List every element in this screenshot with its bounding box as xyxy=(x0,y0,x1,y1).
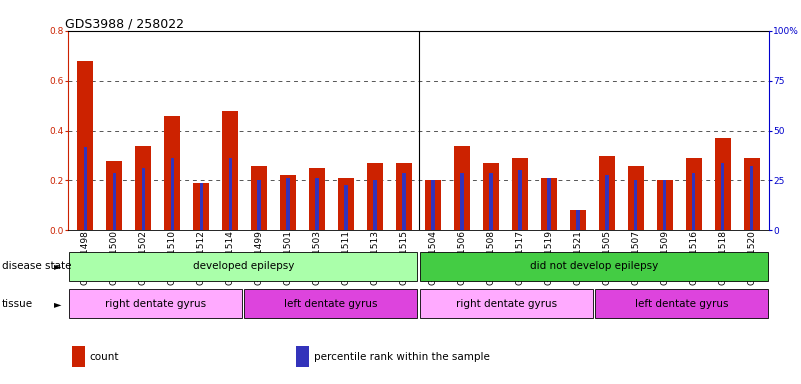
Text: left dentate gyrus: left dentate gyrus xyxy=(634,299,728,309)
Bar xyxy=(344,185,348,230)
Bar xyxy=(164,116,180,230)
Bar xyxy=(252,166,268,230)
Bar xyxy=(541,178,557,230)
Bar xyxy=(743,158,759,230)
Text: GDS3988 / 258022: GDS3988 / 258022 xyxy=(65,18,183,31)
Bar xyxy=(489,173,493,230)
Bar xyxy=(570,210,586,230)
Bar xyxy=(280,175,296,230)
Bar xyxy=(599,156,614,230)
Bar xyxy=(628,166,644,230)
Bar xyxy=(721,163,724,230)
Text: disease state: disease state xyxy=(2,262,71,271)
Bar xyxy=(402,173,406,230)
Bar xyxy=(223,111,238,230)
Text: count: count xyxy=(90,352,119,362)
Bar xyxy=(113,173,116,230)
Bar xyxy=(692,173,695,230)
Bar xyxy=(84,147,87,230)
Text: percentile rank within the sample: percentile rank within the sample xyxy=(314,352,490,362)
Text: right dentate gyrus: right dentate gyrus xyxy=(456,299,557,309)
Text: developed epilepsy: developed epilepsy xyxy=(192,262,294,271)
Bar xyxy=(512,158,528,230)
Bar xyxy=(228,158,232,230)
Bar xyxy=(338,178,354,230)
Bar xyxy=(69,289,242,318)
Bar xyxy=(257,180,261,230)
Text: right dentate gyrus: right dentate gyrus xyxy=(105,299,206,309)
Text: tissue: tissue xyxy=(2,299,33,309)
Text: left dentate gyrus: left dentate gyrus xyxy=(284,299,377,309)
Bar xyxy=(193,183,209,230)
Bar xyxy=(576,210,580,230)
Bar xyxy=(518,170,521,230)
Bar xyxy=(420,252,768,281)
Bar xyxy=(287,178,290,230)
Bar xyxy=(316,178,319,230)
Text: ►: ► xyxy=(54,262,62,271)
Bar xyxy=(142,168,145,230)
Bar xyxy=(199,183,203,230)
Bar xyxy=(714,138,731,230)
Bar xyxy=(605,175,609,230)
Bar xyxy=(420,289,593,318)
Bar xyxy=(461,173,464,230)
Text: ►: ► xyxy=(54,299,62,309)
Bar xyxy=(547,178,550,230)
Bar xyxy=(309,168,325,230)
Bar xyxy=(373,180,376,230)
Bar xyxy=(634,180,638,230)
Bar xyxy=(686,158,702,230)
Bar xyxy=(425,180,441,230)
Bar xyxy=(171,158,174,230)
Text: did not develop epilepsy: did not develop epilepsy xyxy=(529,262,658,271)
Bar xyxy=(483,163,499,230)
Bar xyxy=(663,180,666,230)
Bar xyxy=(657,180,673,230)
Bar xyxy=(367,163,383,230)
Bar xyxy=(750,166,753,230)
Bar xyxy=(396,163,412,230)
Bar xyxy=(107,161,123,230)
Bar xyxy=(135,146,151,230)
Bar xyxy=(454,146,470,230)
Bar xyxy=(595,289,768,318)
Bar xyxy=(78,61,94,230)
Bar xyxy=(244,289,417,318)
Bar xyxy=(69,252,417,281)
Bar xyxy=(431,180,435,230)
